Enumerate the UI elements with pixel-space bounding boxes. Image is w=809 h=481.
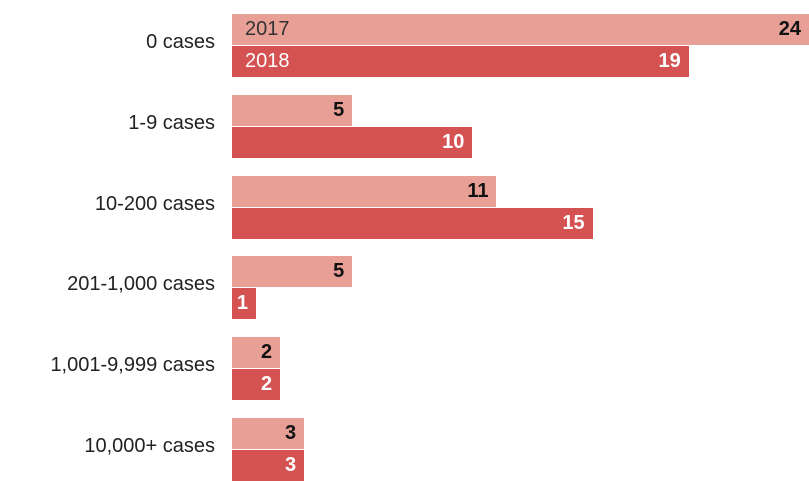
bar-2017 bbox=[232, 337, 281, 369]
bar-2018 bbox=[232, 288, 257, 320]
value-label: 2 bbox=[260, 341, 273, 364]
category-label: 0 cases bbox=[146, 31, 215, 53]
bar-2018 bbox=[232, 126, 473, 158]
bar-2017 bbox=[232, 175, 497, 207]
bar-2017 bbox=[232, 14, 809, 45]
category-label: 201-1,000 cases bbox=[67, 273, 215, 296]
value-label: 11 bbox=[467, 179, 489, 202]
value-label: 3 bbox=[285, 422, 297, 444]
category-label: 10-200 cases bbox=[94, 192, 215, 215]
value-label: 3 bbox=[285, 454, 297, 476]
value-label: 2 bbox=[260, 373, 273, 396]
category-label: 10,000+ cases bbox=[84, 435, 215, 457]
bar-2018 bbox=[232, 207, 593, 239]
value-label: 15 bbox=[562, 211, 585, 234]
value-label: 19 bbox=[658, 50, 681, 72]
series-label-2017: 2017 bbox=[245, 18, 290, 40]
value-label: 24 bbox=[778, 18, 801, 40]
category-label: 1-9 cases bbox=[128, 111, 215, 134]
bar-2017 bbox=[232, 94, 353, 126]
value-label: 5 bbox=[333, 260, 345, 283]
bar-2017 bbox=[232, 418, 305, 449]
value-label: 1 bbox=[236, 292, 249, 315]
bar-2018 bbox=[232, 46, 689, 77]
bar-2018 bbox=[232, 369, 281, 401]
category-label: 1,001-9,999 cases bbox=[50, 354, 215, 377]
value-label: 5 bbox=[333, 98, 345, 121]
bar-2017 bbox=[232, 256, 353, 288]
value-label: 10 bbox=[442, 130, 465, 153]
series-label-2018: 2018 bbox=[245, 50, 290, 72]
